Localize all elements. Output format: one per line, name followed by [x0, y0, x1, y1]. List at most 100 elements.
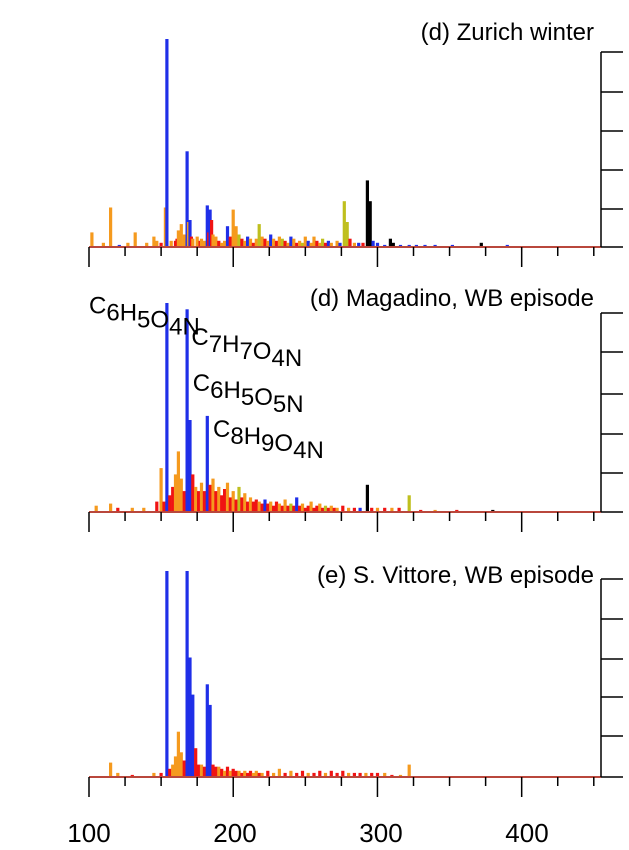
bar-red — [116, 507, 120, 512]
bar-blue — [375, 242, 380, 247]
formula-element: O — [274, 430, 293, 457]
formula-subscript: 7 — [209, 331, 222, 358]
formula-element: C — [89, 293, 106, 320]
bar-red — [155, 501, 159, 513]
bar-blue — [289, 236, 293, 247]
panel-axes — [88, 51, 623, 267]
bar-orange — [323, 772, 328, 777]
bar-olive — [342, 201, 346, 247]
bar-black — [491, 509, 495, 512]
bar-olive — [323, 505, 328, 512]
bar-red — [272, 505, 276, 512]
bar-olive — [280, 238, 284, 247]
bar-orange — [266, 240, 270, 247]
formula-subscript: 6 — [210, 377, 223, 404]
formula-element: O — [254, 384, 273, 411]
bar-red — [312, 507, 316, 512]
bar-blue — [205, 684, 209, 777]
bar-red — [220, 768, 224, 777]
bar-orange — [309, 242, 313, 247]
bar-orange — [335, 507, 339, 512]
bar-orange — [272, 772, 276, 777]
bar-orange — [217, 766, 221, 777]
bar-red — [208, 484, 212, 512]
bar-orange — [277, 503, 281, 512]
formula-element: H — [224, 377, 241, 404]
bar-orange — [152, 236, 156, 247]
bar-orange — [248, 238, 253, 247]
bar-red — [295, 242, 299, 247]
formula-element: C — [191, 324, 208, 351]
x-tick-label: 100 — [67, 818, 110, 848]
bar-orange — [155, 240, 159, 247]
bar-orange — [300, 503, 305, 512]
formula-element: H — [120, 300, 137, 327]
bar-red — [162, 501, 166, 513]
bar-blue — [306, 240, 310, 247]
bar-orange — [260, 236, 264, 247]
formula-subscript: 6 — [106, 300, 119, 327]
bar-blue — [326, 240, 330, 247]
bar-red — [266, 770, 270, 777]
formula-subscript: 9 — [261, 430, 274, 457]
bar-orange — [191, 238, 195, 247]
formula-element: C — [193, 370, 210, 397]
bar-orange — [195, 236, 199, 247]
bar-red — [341, 770, 345, 777]
bar-red — [130, 774, 134, 777]
panel-axes — [88, 312, 623, 532]
bar-orange — [152, 772, 156, 777]
bar-red — [332, 507, 336, 512]
bar-blue — [188, 420, 192, 512]
bar-orange — [217, 486, 221, 512]
bar-red — [191, 474, 195, 512]
bar-orange — [214, 236, 218, 247]
bar-red — [223, 489, 227, 512]
formula-element: C — [213, 416, 230, 443]
formula-subscript: 7 — [239, 338, 252, 365]
bar-orange — [329, 505, 333, 512]
bar-orange — [220, 242, 224, 247]
bar-blue — [208, 704, 212, 777]
bar-orange — [109, 762, 113, 777]
bar-orange — [269, 501, 273, 513]
bar-blue — [295, 497, 299, 512]
panel-s-vittore-wb-episode: (e) S. Vittore, WB episode — [88, 562, 623, 797]
bar-blue — [407, 244, 411, 247]
bar-red — [168, 495, 172, 512]
bar-blue — [246, 236, 250, 247]
bar-red — [246, 772, 250, 777]
bar-red — [182, 491, 186, 512]
bar-red — [370, 772, 374, 777]
bar-olive — [257, 224, 261, 247]
bar-red — [375, 772, 380, 777]
bar-blue — [191, 694, 195, 777]
bar-red — [274, 240, 279, 247]
bar-blue — [383, 244, 387, 247]
bar-red — [303, 507, 307, 512]
formula-element: H — [222, 331, 239, 358]
bar-red — [283, 772, 287, 777]
bar-orange — [126, 242, 130, 247]
bar-red — [263, 238, 267, 247]
bar-blue — [414, 244, 418, 247]
bar-orange — [251, 772, 255, 777]
bar-red — [168, 768, 172, 777]
bar-red — [257, 772, 261, 777]
bar-orange — [171, 764, 175, 777]
bar-orange — [199, 482, 204, 512]
bar-red — [248, 770, 253, 777]
formula-subscript: 4 — [271, 345, 284, 372]
bar-orange — [352, 242, 356, 247]
panel-title: (d) Magadino, WB episode — [310, 285, 594, 312]
bar-red — [194, 748, 198, 777]
bar-red — [251, 501, 255, 513]
bar-blue — [185, 309, 189, 512]
bar-blue — [423, 244, 427, 247]
formula-subscript: 8 — [230, 423, 243, 450]
bar-black — [388, 238, 392, 247]
bar-orange — [133, 232, 137, 247]
bar-orange — [94, 505, 98, 512]
bar-orange — [347, 507, 351, 512]
